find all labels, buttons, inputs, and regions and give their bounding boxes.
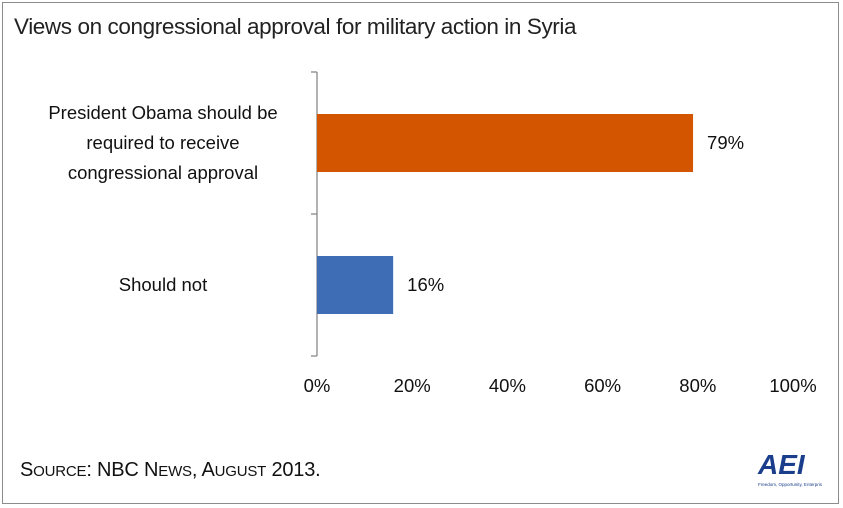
x-tick-label: 60% (584, 375, 621, 396)
category-label: President Obama should be required to rec… (48, 102, 277, 183)
bar (317, 114, 694, 172)
x-tick-label: 80% (679, 375, 716, 396)
category-label-line: congressional approval (68, 162, 258, 183)
category-label-line: President Obama should be (48, 102, 277, 123)
data-label: 16% (407, 274, 444, 295)
source-part: OURCE (33, 463, 87, 480)
category-label-line: required to receive (86, 132, 239, 153)
x-tick-label: 20% (394, 375, 431, 396)
source-part: 2013. (266, 459, 321, 481)
category-label-line: Should not (119, 274, 207, 295)
x-tick-label: 0% (304, 375, 331, 396)
source-part: EWS (158, 463, 192, 480)
category-label: Should not (119, 274, 207, 295)
chart-title: Views on congressional approval for mili… (14, 14, 577, 39)
source-part: : NBC N (86, 459, 159, 481)
logo-text: AEI (757, 449, 806, 480)
logo-tagline: Freedom, Opportunity, Enterprise. (758, 482, 822, 487)
data-label: 79% (707, 132, 744, 153)
aei-logo: AEI Freedom, Opportunity, Enterprise. (757, 449, 822, 487)
x-tick-label: 40% (489, 375, 526, 396)
x-tick-label: 100% (769, 375, 816, 396)
bar (317, 256, 394, 314)
source-note: SOURCE: NBC NEWS, AUGUST 2013. (20, 459, 321, 482)
source-part: UGUST (214, 463, 267, 480)
source-part: S (20, 459, 34, 481)
source-part: , A (191, 459, 215, 481)
